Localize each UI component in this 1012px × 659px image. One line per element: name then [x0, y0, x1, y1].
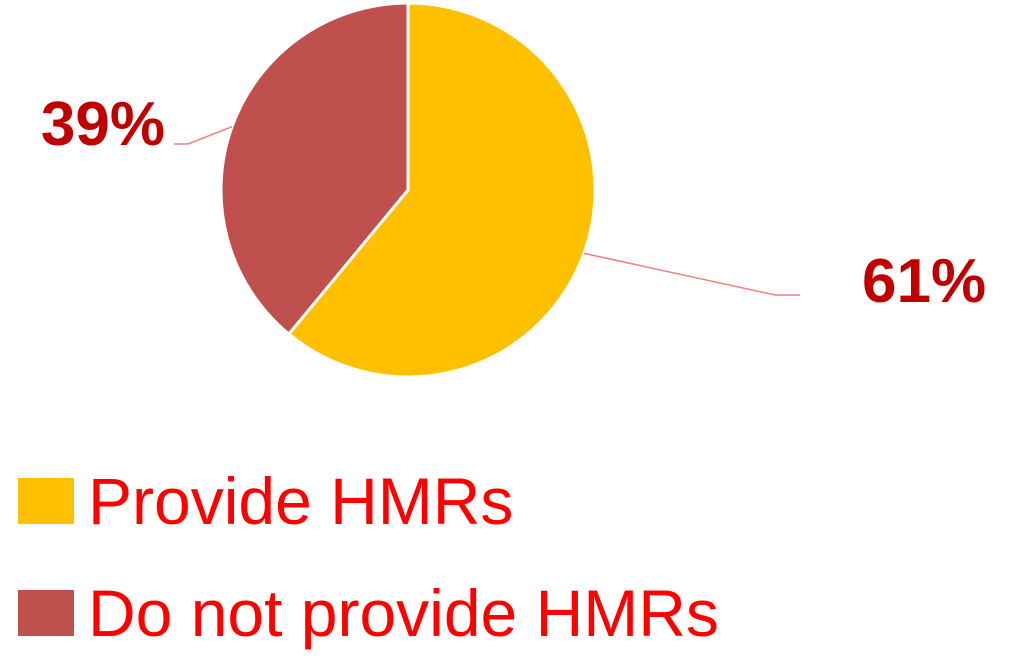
data-label: 61% — [862, 247, 986, 316]
data-label: 39% — [41, 90, 165, 159]
pie-slice — [286, 1, 597, 379]
pie-slice — [219, 1, 410, 337]
legend-swatch — [18, 478, 74, 524]
legend-label: Provide HMRs — [88, 464, 513, 538]
legend-label: Do not provide HMRs — [88, 576, 719, 650]
leader-line — [583, 252, 800, 296]
leader-line — [174, 125, 233, 145]
legend-swatch — [18, 590, 74, 636]
